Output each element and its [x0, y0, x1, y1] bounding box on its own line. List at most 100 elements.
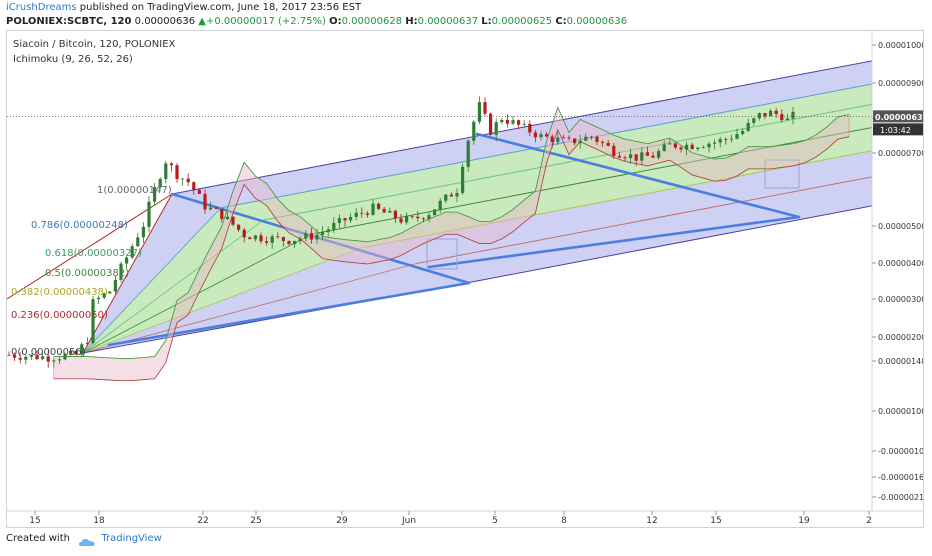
price-timer-bg [873, 123, 923, 136]
time-tick-label: 8 [561, 516, 567, 526]
candle [662, 144, 666, 151]
candle [57, 359, 61, 361]
pitchfork-line-618-handle [82, 247, 362, 354]
candle [52, 360, 56, 362]
candle [41, 356, 45, 360]
candle [102, 293, 106, 298]
symbol-line: POLONIEX:SCBTC, 120 0.00000636 ▲+0.00000… [6, 15, 627, 29]
candle [606, 142, 610, 146]
candle [343, 218, 347, 221]
price-tick-label: -0.00000100 [878, 447, 923, 456]
candle [679, 147, 683, 150]
pitchfork-line-786 [263, 103, 872, 221]
price-tick-label: 0.00000500 [878, 222, 923, 231]
candle [169, 163, 173, 166]
candle [500, 119, 504, 123]
candle [35, 354, 39, 360]
candle [511, 120, 515, 124]
price-tick-label: 0.00000700 [878, 149, 923, 158]
candle [136, 237, 140, 247]
fib-label-0-236: 0.236(0.00000050) [11, 310, 108, 321]
chart-pane[interactable]: 0(0.00000056) 0.236(0.00000050) 0.382(0.00… [6, 30, 924, 528]
candle [623, 157, 627, 159]
candle [545, 134, 549, 137]
range-box-2 [764, 159, 800, 189]
candle [489, 113, 493, 135]
candle [225, 216, 229, 220]
candle [438, 200, 442, 210]
price-tick-label: 0.00000300 [878, 295, 923, 304]
candle [29, 354, 33, 357]
candle [382, 208, 386, 213]
price-tick-label: -0.00000215 [878, 493, 923, 502]
candle [640, 152, 644, 161]
pitchfork-line-lower-handle [82, 263, 417, 354]
candle [466, 140, 470, 167]
price-tag-bg [873, 110, 923, 123]
pitchfork-line-upper [220, 83, 872, 209]
candle [673, 143, 677, 148]
candle [388, 210, 392, 213]
tradingview-cloud-icon [79, 534, 95, 546]
candle [97, 297, 101, 300]
time-tick-label: 5 [492, 516, 498, 526]
high-value: 0.00000637 [417, 16, 479, 27]
candle [270, 236, 274, 243]
chart-svg[interactable]: 0(0.00000056) 0.236(0.00000050) 0.382(0.00… [7, 31, 923, 527]
candle [522, 123, 526, 125]
candle [629, 154, 633, 159]
candle [685, 144, 689, 150]
candle [707, 143, 711, 148]
fib-trend-line [7, 193, 173, 300]
candle [231, 216, 235, 225]
candle [645, 152, 649, 156]
price-tick-label: 0.00001000 [878, 41, 923, 50]
low-value: 0.00000625 [491, 16, 553, 27]
candle [69, 350, 73, 355]
candle [444, 194, 448, 201]
candle [601, 141, 605, 143]
candle [242, 229, 246, 238]
candle [91, 299, 95, 343]
price-tick-label: 0.00000100 [878, 407, 923, 416]
candle [584, 136, 588, 141]
candle [63, 354, 67, 360]
candle [209, 207, 213, 210]
time-tick-label: 2 [866, 516, 872, 526]
candle [46, 356, 50, 362]
fib-label-1: 1(0.00000147) [97, 185, 172, 196]
tradingview-brand-link[interactable]: TradingView [101, 533, 162, 544]
candle [780, 114, 784, 121]
legend-title: Siacoin / Bitcoin, 120, POLONIEX [13, 39, 176, 50]
candle [752, 118, 756, 123]
footer-credit: Created with TradingView [6, 528, 162, 550]
plot-area[interactable] [7, 58, 887, 382]
candle [528, 123, 532, 133]
candle [18, 357, 22, 360]
author-link[interactable]: iCrushDreams [6, 2, 77, 13]
candle [80, 344, 84, 355]
created-with-text: Created with [6, 533, 70, 544]
candle [483, 102, 487, 114]
candle [158, 179, 162, 188]
candle [477, 102, 481, 122]
candle [539, 134, 543, 138]
close-key: C: [555, 16, 567, 27]
candle [309, 233, 313, 240]
candle [119, 263, 123, 280]
candle [550, 136, 554, 143]
candle [147, 201, 151, 227]
time-tick-label: 18 [93, 516, 105, 526]
candle [85, 342, 89, 345]
candle [785, 118, 789, 121]
candle [197, 189, 201, 194]
candle [769, 110, 773, 117]
fib-label-0-786: 0.786(0.00000248) [31, 220, 128, 231]
change-value: +0.00000017 (+2.75%) [206, 16, 326, 27]
time-tick-label: 12 [646, 516, 657, 526]
candle [74, 350, 78, 355]
candle [651, 155, 655, 158]
time-tick-label: 15 [29, 516, 40, 526]
candle [125, 257, 129, 264]
candle [293, 240, 297, 245]
